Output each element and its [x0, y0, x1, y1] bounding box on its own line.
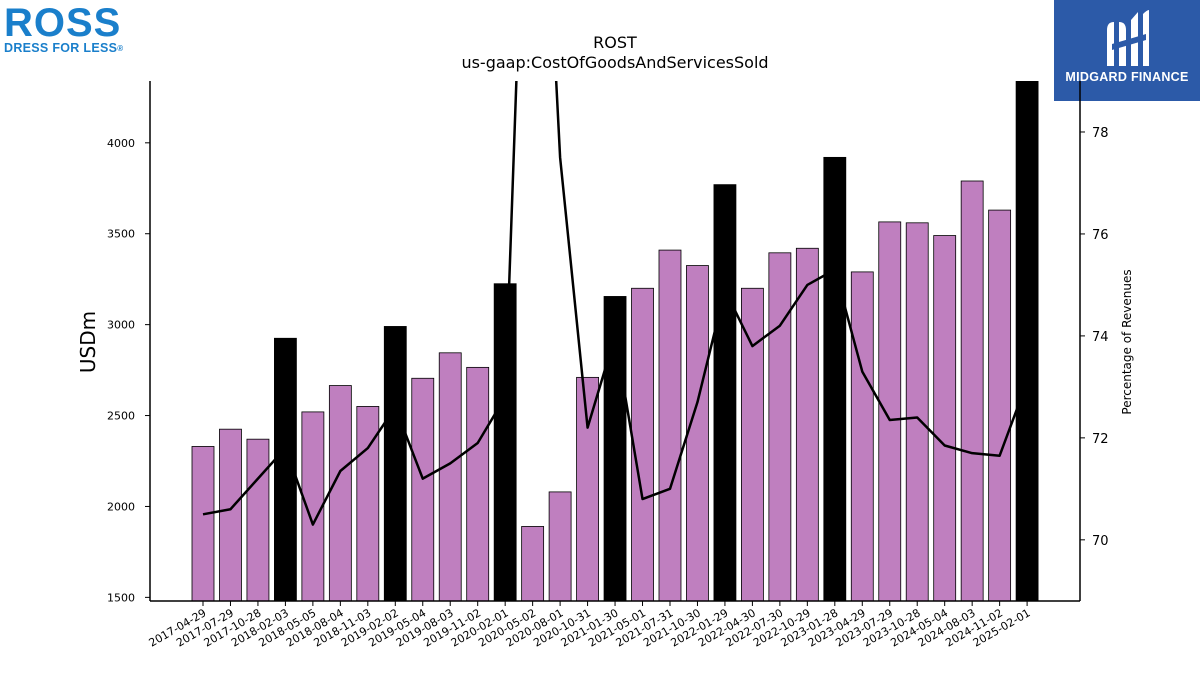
bar: [493, 283, 517, 601]
bar: [191, 446, 215, 601]
y-tick-label: 1500: [107, 591, 135, 604]
y2-tick-label: 72: [1092, 432, 1109, 447]
bar: [438, 352, 462, 601]
ross-logo: ROSS DRESS FOR LESS®: [4, 1, 139, 56]
percentage-line: [202, 81, 1029, 526]
bar: [411, 377, 435, 601]
y2-tick-label: 70: [1092, 534, 1109, 549]
bar: [466, 366, 490, 601]
line-group: [202, 81, 1029, 526]
bar: [658, 249, 682, 601]
midgard-logo-name: MIDGARD FINANCE: [1065, 70, 1189, 84]
bar: [328, 385, 352, 601]
bar: [686, 265, 709, 601]
midgard-logo-icon: [1107, 10, 1149, 66]
ross-logo-wordmark: ROSS: [4, 1, 122, 45]
bar-group: [191, 81, 1039, 601]
axes-group: 15002000250030003500400070727476782017-0…: [107, 81, 1109, 650]
y2-tick-label: 78: [1092, 126, 1109, 141]
ross-logo-tagline: DRESS FOR LESS®: [4, 42, 139, 55]
chart-subtitle: us-gaap:CostOfGoodsAndServicesSold: [461, 53, 768, 72]
bar: [219, 428, 242, 601]
y-tick-label: 4000: [107, 137, 135, 150]
bar: [356, 406, 380, 601]
bar: [521, 526, 545, 601]
chart-title: ROST: [593, 33, 637, 52]
bar: [795, 247, 819, 601]
bar: [631, 287, 654, 601]
y-tick-label: 3500: [107, 228, 135, 241]
bar: [988, 209, 1012, 601]
y2-axis-label: Percentage of Revenues: [1120, 269, 1134, 414]
bar: [823, 156, 847, 601]
bar: [741, 287, 764, 601]
y-tick-label: 2000: [107, 500, 135, 513]
midgard-finance-logo: MIDGARD FINANCE: [1054, 0, 1200, 101]
y-tick-label: 3000: [107, 319, 135, 332]
y-axis-label: USDm: [76, 311, 100, 373]
bar: [768, 252, 792, 601]
ross-logo-tagline-text: DRESS FOR LESS: [4, 41, 118, 55]
bar: [905, 222, 929, 601]
bar: [548, 491, 572, 601]
bar: [850, 271, 874, 601]
bar: [933, 235, 957, 601]
y-tick-label: 2500: [107, 410, 135, 423]
bar: [713, 184, 737, 601]
y2-tick-label: 76: [1092, 228, 1109, 243]
bar: [246, 438, 270, 601]
bar: [274, 337, 297, 601]
bar: [576, 376, 599, 601]
bar: [878, 221, 902, 601]
bar: [1015, 81, 1039, 601]
registered-mark: ®: [117, 44, 124, 53]
bar: [301, 411, 325, 601]
bar: [960, 180, 984, 601]
y2-tick-label: 74: [1092, 330, 1109, 345]
bar: [383, 326, 407, 601]
